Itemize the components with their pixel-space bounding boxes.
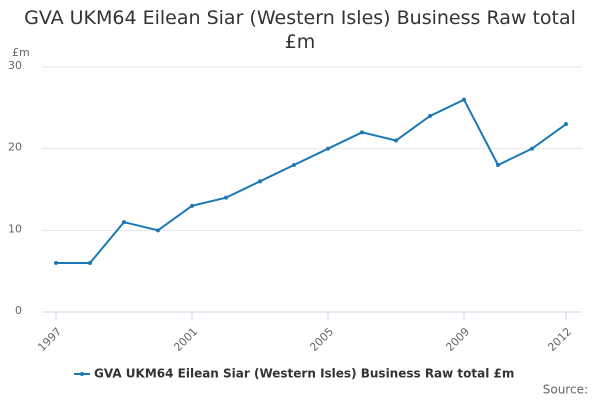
y-tick-label: 20 [8, 141, 22, 154]
chart-title: GVA UKM64 Eilean Siar (Western Isles) Bu… [24, 7, 576, 53]
x-tick-label: 2009 [443, 325, 472, 354]
data-point [360, 130, 364, 135]
data-point [530, 146, 534, 151]
legend-marker [80, 372, 84, 376]
data-point [326, 146, 330, 151]
data-point [394, 138, 398, 143]
data-point [190, 203, 194, 208]
data-point [156, 228, 160, 233]
data-point [54, 261, 58, 265]
y-tick-label: 0 [15, 304, 22, 317]
data-point [122, 220, 126, 225]
y-tick-label: 10 [8, 222, 22, 235]
data-point [428, 114, 432, 118]
x-tick-label: 2001 [171, 325, 200, 354]
data-point [292, 163, 296, 167]
data-point [258, 179, 262, 184]
y-tick-label: 30 [8, 59, 22, 72]
legend-label: GVA UKM64 Eilean Siar (Western Isles) Bu… [94, 367, 514, 381]
source: Source: [543, 383, 588, 397]
y-unit: £m [12, 46, 30, 59]
data-point [88, 261, 92, 265]
data-point [462, 97, 466, 102]
data-point [496, 163, 500, 167]
x-tick-label: 1997 [35, 325, 64, 354]
x-tick-label: 2005 [307, 325, 336, 354]
data-point [564, 122, 568, 127]
data-line [56, 98, 567, 264]
data-point [224, 195, 228, 200]
x-tick-label: 2012 [545, 325, 574, 354]
